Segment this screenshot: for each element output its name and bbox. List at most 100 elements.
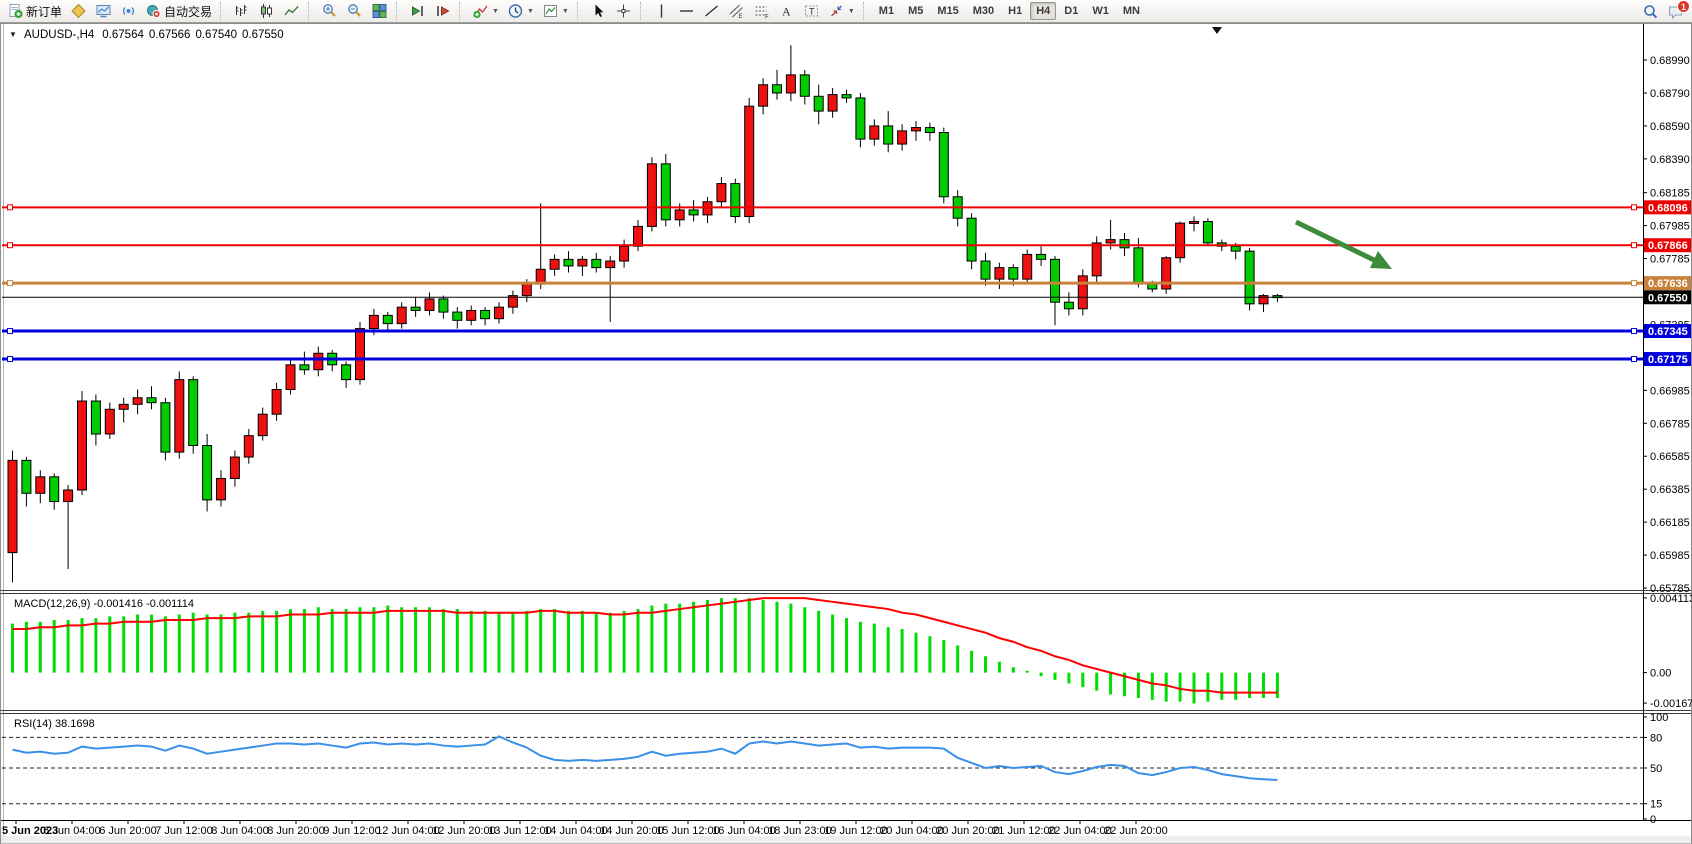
candle [1022, 253, 1033, 280]
auto-scroll-button[interactable] [405, 0, 430, 22]
time-axis-label: 18 Jun 23:00 [768, 825, 832, 837]
templates-button[interactable]: ▼ [538, 0, 573, 22]
candle [577, 258, 588, 267]
text-icon: A [778, 3, 795, 19]
line-handle[interactable] [1631, 242, 1637, 249]
timeframe-m30-button[interactable]: M30 [972, 5, 995, 17]
autotrade-button[interactable]: 自动交易 [141, 0, 216, 22]
vertical-line-button[interactable] [649, 0, 674, 22]
rsi-axis-label: 15 [1650, 799, 1662, 811]
arrows-button[interactable]: ▼ [824, 0, 859, 22]
timeframe-d1-button[interactable]: D1 [1064, 5, 1079, 17]
candle [897, 130, 908, 145]
tile-windows-button[interactable] [367, 0, 392, 22]
bar-chart-button[interactable] [229, 0, 254, 22]
chart-profile-button[interactable] [66, 0, 91, 22]
zoom-out-button[interactable] [342, 0, 367, 22]
horizontal-line[interactable] [2, 204, 1643, 211]
candle [382, 314, 393, 325]
chart-shift-marker [1212, 27, 1222, 34]
candle [549, 258, 560, 270]
chart-title: AUDUSD-,H4 0.67564 0.67566 0.67540 0.67550 [24, 29, 284, 41]
horizontal-line[interactable] [2, 356, 1643, 363]
timeframe-mn-button[interactable]: MN [1122, 5, 1140, 17]
chart-canvas[interactable]: ▼ AUDUSD-,H4 0.67564 0.67566 0.67540 0.67550… [0, 23, 1692, 844]
candle [563, 258, 574, 267]
candle [313, 352, 324, 371]
market-watch-button[interactable] [91, 0, 116, 22]
rsi-line [12, 735, 1278, 782]
line-handle[interactable] [1631, 356, 1637, 363]
chevron-down-icon[interactable]: ▼ [847, 7, 855, 15]
line-handle[interactable] [7, 242, 13, 249]
candle [1036, 253, 1047, 260]
new-order-button[interactable]: 新订单 [3, 0, 66, 22]
horizontal-line[interactable] [2, 242, 1643, 249]
signals-button[interactable] [116, 0, 141, 22]
candle [799, 74, 810, 97]
line-handle[interactable] [7, 328, 13, 335]
horizontal-line[interactable] [2, 328, 1643, 335]
timeframe-m5-button[interactable]: M5 [908, 5, 924, 17]
zoom-in-button[interactable] [317, 0, 342, 22]
time-axis-label: 14 Jun 04:00 [544, 825, 608, 837]
trendline-button[interactable] [699, 0, 724, 22]
toolbar-separator [396, 2, 401, 20]
notifications-button[interactable]: 1 [1667, 0, 1690, 20]
time-axis-label: 6 Jun 04:00 [43, 825, 101, 837]
horizontal-line-button[interactable] [674, 0, 699, 22]
time-axis-label: 8 Jun 20:00 [267, 825, 325, 837]
timeframe-m1-button[interactable]: M1 [878, 5, 895, 17]
search-icon[interactable] [1642, 4, 1659, 20]
line-chart-button[interactable] [279, 0, 304, 22]
macd-panel [11, 597, 1279, 704]
line-handle[interactable] [7, 280, 13, 287]
line-handle[interactable] [1631, 204, 1637, 211]
chevron-down-icon[interactable]: ▼ [526, 7, 534, 15]
candle [1147, 283, 1158, 290]
cursor-button[interactable] [586, 0, 611, 22]
toolbar-separator [576, 2, 582, 20]
chevron-down-icon[interactable]: ▼ [492, 7, 499, 15]
candle [438, 298, 449, 313]
line-handle[interactable] [7, 356, 13, 363]
zoom-in-icon [321, 3, 338, 19]
price-axis-label: 0.65785 [1650, 583, 1690, 595]
candle [368, 314, 379, 330]
equidistant-channel-button[interactable]: E [724, 0, 749, 22]
chevron-down-icon[interactable]: ▼ [561, 7, 569, 15]
indicators-button[interactable]: ▼ [468, 0, 503, 22]
price-badge: 0.68096 [1648, 202, 1688, 214]
price-badge: 0.67636 [1648, 278, 1688, 290]
horizontal-lines-layer[interactable] [2, 204, 1643, 363]
candle [104, 408, 115, 435]
timeframe-h4-button[interactable]: H4 [1030, 2, 1057, 20]
line-chart-icon [283, 3, 300, 19]
toolbar-separator [639, 2, 645, 20]
line-handle[interactable] [1631, 328, 1637, 335]
svg-text:F: F [765, 15, 769, 20]
text-label-button[interactable]: T [799, 0, 824, 22]
periods-button[interactable]: ▼ [503, 0, 538, 22]
candle [716, 183, 727, 203]
time-axis-label: 5 Jun 2023 [2, 825, 58, 837]
time-axis-label: 8 Jun 04:00 [211, 825, 269, 837]
horizontal-line[interactable] [2, 280, 1643, 287]
macd-axis-label: 0.004113 [1650, 593, 1692, 605]
chart-shift-button[interactable] [430, 0, 455, 22]
crosshair-button[interactable] [611, 0, 636, 22]
chart-frame [0, 23, 1692, 844]
candle [243, 435, 254, 458]
timeframe-m15-button[interactable]: M15 [937, 5, 959, 17]
candle [7, 459, 18, 554]
line-handle[interactable] [7, 204, 13, 211]
line-handle[interactable] [1631, 280, 1637, 287]
text-button[interactable]: A [774, 0, 799, 22]
candle [21, 459, 32, 494]
candlestick-chart-button[interactable] [254, 0, 279, 22]
fibonacci-button[interactable]: F [749, 0, 774, 22]
timeframe-w1-button[interactable]: W1 [1092, 5, 1109, 17]
arrow-annotation[interactable] [1294, 219, 1392, 269]
timeframe-h1-button[interactable]: H1 [1008, 5, 1023, 17]
chart-menu-arrow[interactable]: ▼ [9, 30, 17, 39]
